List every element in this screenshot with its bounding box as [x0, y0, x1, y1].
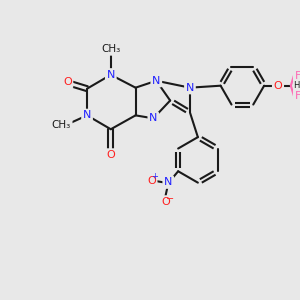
Text: N: N — [149, 113, 158, 123]
Text: N: N — [152, 76, 160, 86]
Text: CH₃: CH₃ — [52, 120, 71, 130]
Text: N: N — [186, 83, 194, 93]
Text: O: O — [274, 81, 282, 91]
Text: N: N — [106, 70, 115, 80]
Text: O: O — [106, 150, 115, 160]
Text: O: O — [63, 77, 72, 87]
Text: F: F — [295, 91, 300, 100]
Text: O: O — [161, 197, 170, 207]
Text: N: N — [164, 177, 172, 187]
Text: +: + — [151, 172, 158, 181]
Text: CH₃: CH₃ — [101, 44, 120, 54]
Text: F: F — [295, 71, 300, 81]
Text: H: H — [293, 81, 299, 90]
Text: O: O — [147, 176, 156, 186]
Text: −: − — [166, 194, 174, 204]
Text: N: N — [83, 110, 91, 120]
